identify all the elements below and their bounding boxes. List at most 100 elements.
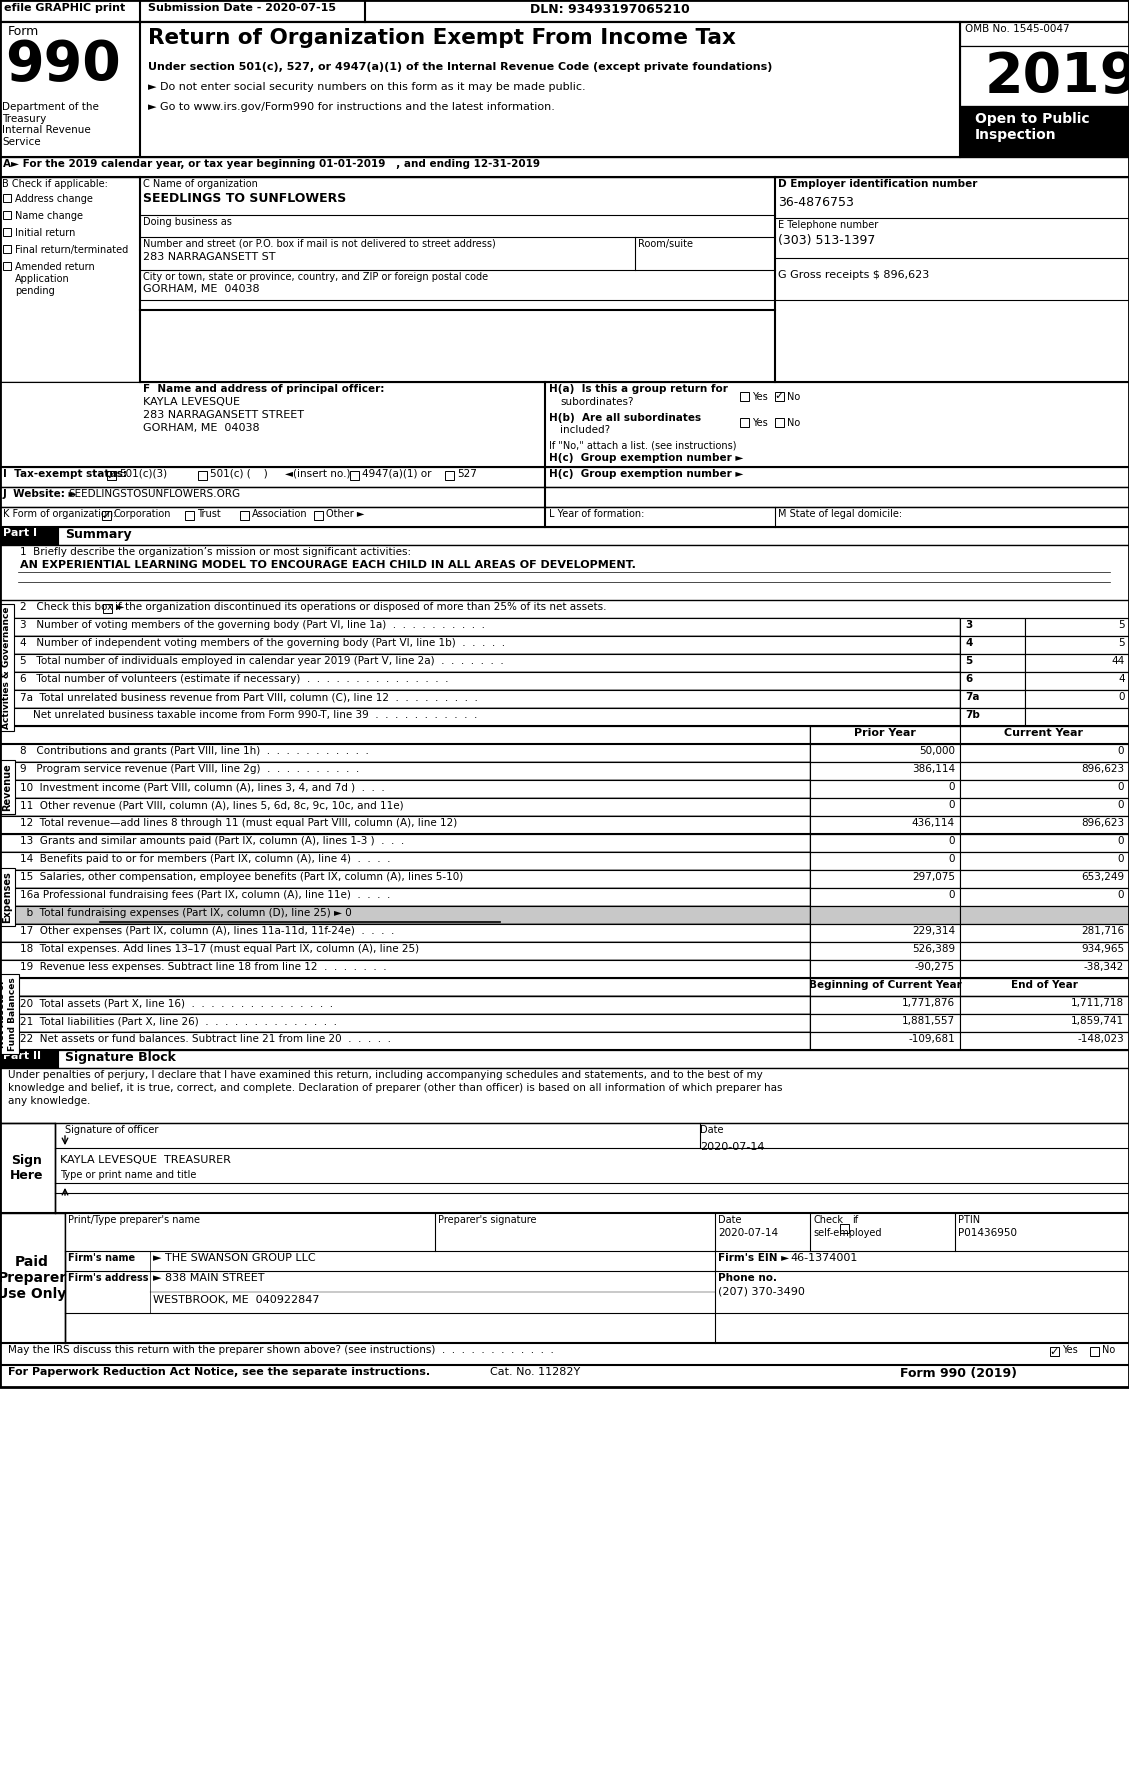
Text: 1,881,557: 1,881,557 [902,1015,955,1026]
Bar [3,261,11,270]
Bar [960,781,1129,799]
Bar [65,1213,435,1250]
Bar [0,158,1129,177]
Bar [960,888,1129,906]
Text: Under section 501(c), 527, or 4947(a)(1) of the Internal Revenue Code (except pr: Under section 501(c), 527, or 4947(a)(1)… [148,63,772,72]
Text: 5: 5 [965,656,972,666]
Bar [960,21,1129,47]
Text: 0: 0 [1118,747,1124,756]
Text: Cat. No. 11282Y: Cat. No. 11282Y [490,1367,580,1377]
Text: 2020-07-14: 2020-07-14 [700,1143,764,1152]
Text: 436,114: 436,114 [912,818,955,827]
Text: ► Do not enter social security numbers on this form as it may be made public.: ► Do not enter social security numbers o… [148,82,586,91]
Bar [0,1123,55,1213]
Bar [1025,654,1129,672]
Text: H(b)  Are all subordinates: H(b) Are all subordinates [549,414,701,423]
Text: Type or print name and title: Type or print name and title [60,1170,196,1180]
Bar [0,527,58,544]
Bar [0,467,1129,487]
Bar [0,870,809,888]
Text: 0: 0 [948,801,955,810]
Text: 4: 4 [1119,673,1124,684]
Text: 283 NARRAGANSETT STREET: 283 NARRAGANSETT STREET [143,410,304,421]
Text: ✓: ✓ [102,510,111,521]
Bar [0,600,1129,618]
Text: B Check if applicable:: B Check if applicable: [2,179,108,190]
Bar [0,853,809,870]
Bar [3,227,11,236]
Bar [1050,1347,1059,1356]
Text: If "No," attach a list. (see instructions): If "No," attach a list. (see instruction… [549,441,736,450]
Text: 501(c) (    ): 501(c) ( ) [210,469,268,478]
Bar [102,510,111,519]
Text: M State of legal domicile:: M State of legal domicile: [778,509,902,519]
Text: 6   Total number of volunteers (estimate if necessary)  .  .  .  .  .  .  .  .  : 6 Total number of volunteers (estimate i… [20,673,448,684]
Text: (207) 370-3490: (207) 370-3490 [718,1288,805,1297]
Text: H(c)  Group exemption number ►: H(c) Group exemption number ► [549,469,743,478]
Text: Part II: Part II [3,1051,41,1060]
Text: 5: 5 [1119,638,1124,648]
Text: 1,711,718: 1,711,718 [1071,998,1124,1008]
Bar [960,618,1025,636]
Text: 0: 0 [1118,890,1124,901]
Text: (303) 513-1397: (303) 513-1397 [778,235,875,247]
Bar [0,381,1129,467]
Text: ► THE SWANSON GROUP LLC: ► THE SWANSON GROUP LLC [154,1254,316,1263]
Bar [0,1050,58,1067]
Text: 7a: 7a [965,691,980,702]
Text: 2019: 2019 [984,50,1129,104]
Text: Date: Date [700,1125,724,1135]
Text: Net Assets or
Fund Balances: Net Assets or Fund Balances [0,978,17,1051]
Text: 4: 4 [965,638,972,648]
Text: if: if [852,1214,858,1225]
Text: AN EXPERIENTIAL LEARNING MODEL TO ENCOURAGE EACH CHILD IN ALL AREAS OF DEVELOPME: AN EXPERIENTIAL LEARNING MODEL TO ENCOUR… [20,561,636,570]
Bar [960,636,1025,654]
Text: Firm's EIN ►: Firm's EIN ► [718,1254,789,1263]
Bar [960,707,1025,725]
Text: D Employer identification number: D Employer identification number [778,179,978,190]
Text: 13  Grants and similar amounts paid (Part IX, column (A), lines 1-3 )  .  .  .: 13 Grants and similar amounts paid (Part… [20,836,404,845]
Bar [103,604,112,613]
Bar [0,978,809,996]
Text: self-employed: self-employed [813,1229,882,1238]
Text: Doing business as: Doing business as [143,217,231,227]
Bar [809,799,960,817]
Bar [960,743,1129,761]
Text: Initial return: Initial return [15,227,76,238]
Text: Beginning of Current Year: Beginning of Current Year [808,980,962,990]
Bar [0,835,809,853]
Text: subordinates?: subordinates? [560,398,633,407]
Text: Number and street (or P.O. box if mail is not delivered to street address): Number and street (or P.O. box if mail i… [143,238,496,249]
Text: Sign
Here: Sign Here [10,1153,44,1182]
Text: Application: Application [15,274,70,285]
Text: 7a  Total unrelated business revenue from Part VIII, column (C), line 12  .  .  : 7a Total unrelated business revenue from… [20,691,478,702]
Text: -38,342: -38,342 [1084,962,1124,973]
Bar [809,1014,960,1032]
Bar [809,743,960,761]
Text: 653,249: 653,249 [1080,872,1124,881]
Text: End of Year: End of Year [1010,980,1077,990]
Text: I  Tax-exempt status:: I Tax-exempt status: [3,469,126,478]
Text: 16a Professional fundraising fees (Part IX, column (A), line 11e)  .  .  .  .: 16a Professional fundraising fees (Part … [20,890,391,901]
Text: 14  Benefits paid to or for members (Part IX, column (A), line 4)  .  .  .  .: 14 Benefits paid to or for members (Part… [20,854,391,863]
Bar [809,781,960,799]
Text: No: No [787,392,800,401]
Bar [0,527,1129,544]
Text: Trust: Trust [196,509,221,519]
Bar [185,510,194,519]
Text: pending: pending [15,287,54,296]
Bar [0,781,809,799]
Text: ✓: ✓ [1050,1347,1059,1356]
Text: 0: 0 [1118,836,1124,845]
Bar [809,1032,960,1050]
Text: 9   Program service revenue (Part VIII, line 2g)  .  .  .  .  .  .  .  .  .  .: 9 Program service revenue (Part VIII, li… [20,765,359,774]
Text: H(c)  Group exemption number ►: H(c) Group exemption number ► [549,453,743,464]
Bar [0,725,809,743]
Bar [3,245,11,253]
Bar [1089,1347,1099,1356]
Bar [0,707,960,725]
Text: ✓: ✓ [107,471,116,480]
Text: 0: 0 [1118,783,1124,792]
Text: efile GRAPHIC print: efile GRAPHIC print [5,4,125,13]
Text: Net unrelated business taxable income from Form 990-T, line 39  .  .  .  .  .  .: Net unrelated business taxable income fr… [20,709,478,720]
